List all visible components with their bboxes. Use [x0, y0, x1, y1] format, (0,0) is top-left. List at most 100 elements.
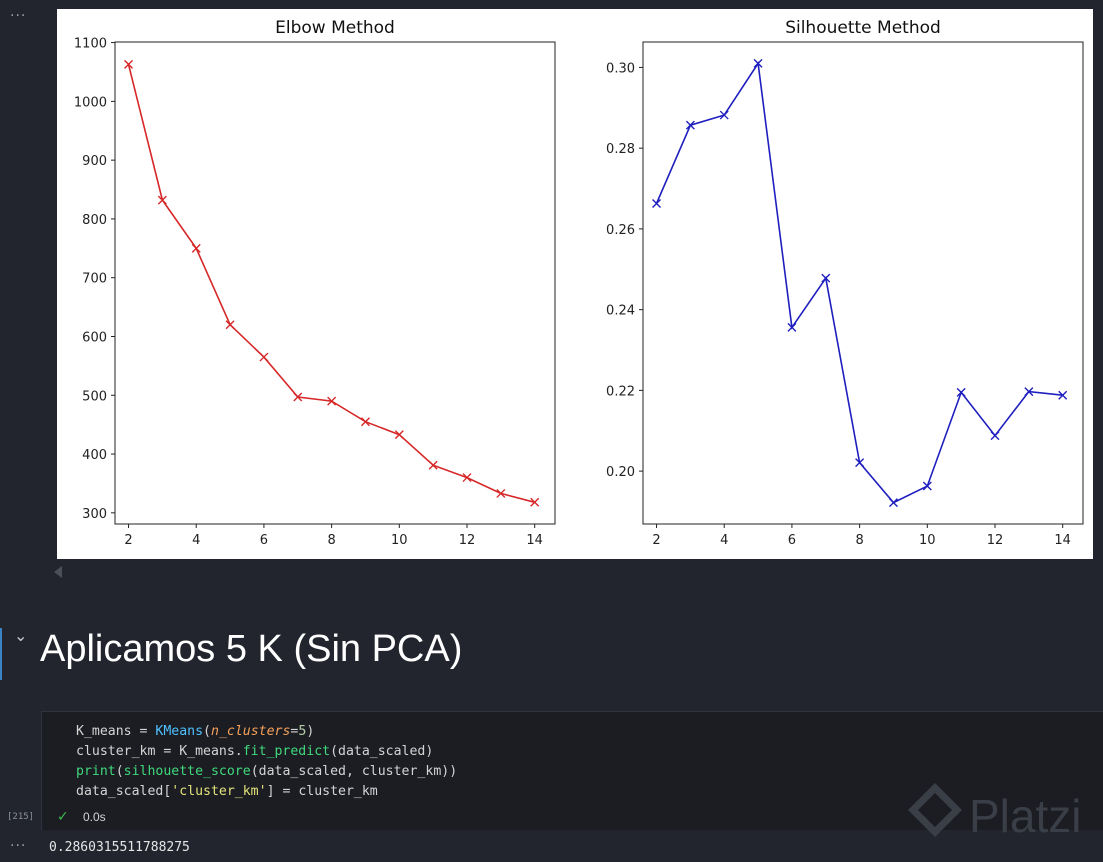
marker-stroke [225, 320, 235, 330]
x-tick-label: 4 [720, 533, 728, 548]
cell-output-text: 0.2860315511788275 [49, 840, 190, 855]
data-point-marker [293, 392, 303, 402]
marker-stroke [821, 273, 831, 283]
marker-stroke [496, 488, 506, 498]
cell-more-actions-button[interactable]: ··· [10, 8, 27, 24]
code-line[interactable]: print(silhouette_score(data_scaled, clus… [76, 764, 457, 779]
marker-stroke [360, 417, 370, 427]
cell-gutter: ··· [0, 0, 40, 857]
y-tick-label: 1100 [74, 37, 107, 52]
code-line[interactable]: cluster_km = K_means.fit_predict(data_sc… [76, 744, 433, 759]
data-point-marker [787, 322, 797, 332]
marker-stroke [428, 460, 438, 470]
chart-2: Silhouette Method 2 4 6 8 10 12 14 0.20 0.22 0.24 0… [606, 18, 1084, 548]
x-tick-label: 6 [788, 533, 796, 548]
data-point-marker [259, 352, 269, 362]
y-tick-label: 0.30 [606, 61, 635, 76]
plots-figure: Elbow Method 2 4 6 8 10 12 14 300 400 500 600 700 800… [74, 18, 1084, 548]
data-point-marker [394, 430, 404, 440]
marker-stroke [293, 392, 303, 402]
code-line[interactable]: data_scaled['cluster_km'] = cluster_km [76, 784, 378, 799]
platzi-logo-text: Platzi [969, 790, 1081, 842]
code-token: fit_predict [242, 744, 331, 759]
plot-frame [114, 41, 556, 525]
y-tick-label: 0.24 [606, 304, 635, 319]
y-tick-label: 0.22 [606, 384, 635, 399]
plot-frame [642, 41, 1084, 525]
y-tick-label: 1000 [74, 95, 107, 110]
x-tick-label: 10 [391, 533, 408, 548]
code-token: n_clusters [211, 724, 291, 739]
data-point-marker [956, 387, 966, 397]
x-tick-label: 2 [124, 533, 132, 548]
x-tick-label: 14 [1054, 533, 1071, 548]
code-token: KMeans [155, 724, 204, 739]
data-point-marker [124, 59, 134, 69]
code-token: = [290, 724, 299, 739]
code-token: ] = cluster_km [266, 784, 378, 799]
collapse-chevron-icon[interactable]: ⌄ [14, 626, 28, 645]
code-token: (data_scaled, cluster_km)) [250, 764, 458, 779]
chart-title: Silhouette Method [785, 18, 941, 38]
marker-stroke [685, 120, 695, 130]
execution-count: [215] [7, 812, 35, 822]
x-tick-label: 12 [459, 533, 476, 548]
code-token: cluster_km = K_means. [76, 744, 243, 759]
marker-stroke [157, 195, 167, 205]
data-point-marker [652, 198, 662, 208]
x-tick-label: 2 [652, 533, 660, 548]
data-point-marker [157, 195, 167, 205]
code-token: print [76, 764, 116, 779]
x-tick-label: 10 [919, 533, 936, 548]
y-tick-label: 900 [82, 154, 107, 169]
code-token: ) [306, 724, 315, 739]
code-line[interactable]: K_means = KMeans(n_clusters=5) [76, 724, 314, 739]
code-token: 'cluster_km' [171, 784, 267, 799]
marker-stroke [259, 352, 269, 362]
marker-stroke [1058, 390, 1068, 400]
platzi-watermark: Platzi [905, 780, 1103, 857]
platzi-logo-icon [908, 783, 962, 837]
marker-stroke [990, 431, 1000, 441]
scroll-left-arrow-icon[interactable] [54, 566, 62, 578]
series-line [127, 64, 535, 504]
y-tick-label: 300 [82, 507, 107, 522]
markdown-cell[interactable]: ⌄ Aplicamos 5 K (Sin PCA) [0, 620, 1103, 686]
data-point-marker [990, 431, 1000, 441]
markdown-heading: Aplicamos 5 K (Sin PCA) [40, 628, 463, 670]
cell-focus-indicator [0, 628, 2, 680]
x-tick-label: 4 [192, 533, 200, 548]
y-tick-label: 700 [82, 272, 107, 287]
marker-stroke [327, 396, 337, 406]
data-point-marker [428, 460, 438, 470]
y-tick-label: 800 [82, 213, 107, 228]
data-point-marker [685, 120, 695, 130]
data-point-marker [1058, 390, 1068, 400]
success-check-icon: ✓ [57, 808, 69, 824]
code-cell[interactable]: K_means = KMeans(n_clusters=5) cluster_km… [41, 711, 1103, 830]
output-more-actions-button[interactable]: ··· [10, 838, 27, 854]
code-token: data_scaled[ [76, 784, 172, 799]
code-token: silhouette_score [123, 764, 251, 779]
y-tick-label: 0.28 [606, 142, 635, 157]
code-token: 5 [298, 724, 307, 739]
x-tick-label: 8 [327, 533, 335, 548]
marker-stroke [888, 498, 898, 508]
x-tick-label: 8 [855, 533, 863, 548]
marker-stroke [1024, 387, 1034, 397]
marker-stroke [530, 497, 540, 507]
y-tick-label: 500 [82, 389, 107, 404]
x-tick-label: 14 [526, 533, 543, 548]
code-token: ( [115, 764, 124, 779]
chart-1: Elbow Method 2 4 6 8 10 12 14 300 400 500 600 700 800… [74, 18, 556, 548]
marker-stroke [652, 198, 662, 208]
marker-stroke [124, 59, 134, 69]
marker-stroke [956, 387, 966, 397]
marker-stroke [462, 473, 472, 483]
marker-stroke [753, 58, 763, 68]
data-point-marker [719, 110, 729, 120]
code-token: K_means = [76, 724, 156, 739]
data-point-marker [360, 417, 370, 427]
y-tick-label: 400 [82, 448, 107, 463]
x-tick-label: 12 [987, 533, 1004, 548]
